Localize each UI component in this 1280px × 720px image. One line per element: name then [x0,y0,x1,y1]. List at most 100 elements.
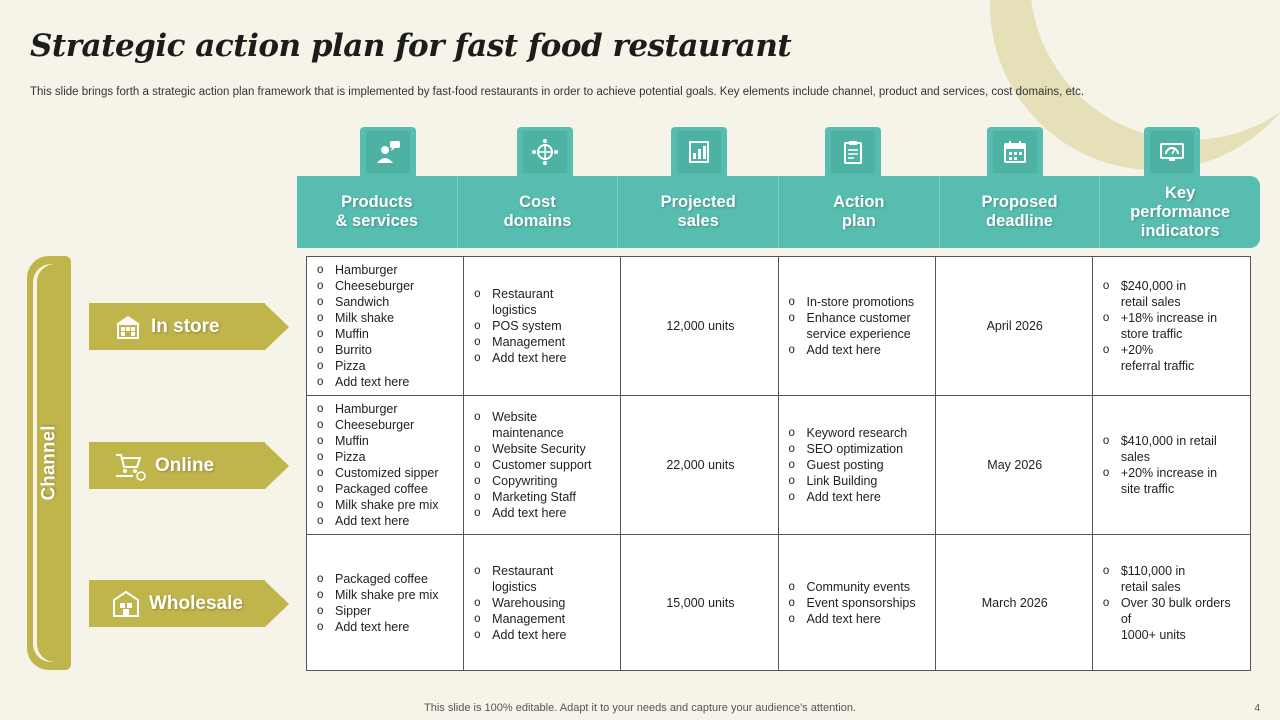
list-item: Customer support [474,457,612,473]
list-item: POS system [474,318,612,334]
column-header-deadline: Proposed deadline [940,176,1101,248]
list-item: Add text here [789,489,927,505]
list-item: Over 30 bulk orders of 1000+ units [1103,595,1242,643]
deadline-value: April 2026 [986,319,1043,333]
bullet-list: Packaged coffeeMilk shake pre mixSipperA… [317,571,455,635]
list-item: Link Building [789,473,927,489]
sales-tab [671,127,727,177]
list-item: Website Security [474,441,612,457]
bullet-list: Community eventsEvent sponsorshipsAdd te… [789,579,927,627]
sales-value: 12,000 units [666,319,735,333]
page-title: Strategic action plan for fast food rest… [30,28,792,64]
projected-sales-cell: 12,000 units [621,257,779,396]
bullet-list: HamburgerCheeseburgerMuffinPizzaCustomiz… [317,401,455,529]
list-item: Sipper [317,603,455,619]
cost-domains-cell: Restaurant logisticsWarehousingManagemen… [464,535,622,670]
list-item: Muffin [317,433,455,449]
row-label-in-store: In store [89,303,289,350]
cost-domains-cell: Restaurant logisticsPOS systemManagement… [464,257,622,396]
deadline-value: May 2026 [987,458,1043,472]
bullet-list: Website maintenanceWebsite SecurityCusto… [474,409,612,521]
calendar-icon [1004,141,1026,163]
sales-value: 22,000 units [666,458,735,472]
list-item: Sandwich [317,294,455,310]
channel-label: Channel [38,425,60,501]
bullet-list: Restaurant logisticsPOS systemManagement… [474,286,612,366]
list-item: $410,000 in retail sales [1103,433,1242,465]
list-item: Website maintenance [474,409,612,441]
deadline-cell: March 2026 [936,535,1093,670]
list-item: Pizza [317,358,455,374]
column-header-products: Products & services [297,176,458,248]
list-item: Management [474,334,612,350]
sales-value: 15,000 units [666,595,735,610]
column-header-label: Proposed deadline [981,193,1058,230]
cost-tab [517,127,573,177]
list-item: Management [474,611,612,627]
kpi-cell: $240,000 in retail sales+18% increase in… [1092,257,1250,396]
list-item: Add text here [474,627,612,643]
list-item: In-store promotions [789,294,927,310]
list-item: Restaurant logistics [474,563,612,595]
list-item: Copywriting [474,473,612,489]
list-item: $110,000 in retail sales [1103,563,1242,595]
projected-sales-cell: 15,000 units [621,535,779,670]
column-header-band: Products & services Cost domains Project… [297,176,1260,248]
dashboard-monitor-icon [1160,143,1184,161]
column-header-sales: Projected sales [618,176,780,248]
list-item: Milk shake [317,310,455,326]
list-item: Cheeseburger [317,417,455,433]
action-plan-cell: Keyword researchSEO optimizationGuest po… [778,396,936,535]
list-item: Event sponsorships [789,595,927,611]
warehouse-icon [113,590,139,617]
products-cell: HamburgerCheeseburgerMuffinPizzaCustomiz… [307,396,465,535]
person-chat-icon [377,141,400,163]
list-item: Add text here [474,350,612,366]
channel-bar: Channel [27,256,71,670]
kpi-cell: $410,000 in retail sales+20% increase in… [1092,396,1250,535]
deadline-tab [987,127,1043,177]
list-item: Cheeseburger [317,278,455,294]
action-plan-table: HamburgerCheeseburgerSandwichMilk shakeM… [306,256,1251,671]
products-tab [360,127,416,177]
kpi-cell: $110,000 in retail salesOver 30 bulk ord… [1093,535,1250,670]
column-header-label: Action plan [833,193,885,230]
row-label-text: Wholesale [149,592,243,614]
list-item: Guest posting [789,457,927,473]
page-subtitle: This slide brings forth a strategic acti… [30,86,1085,98]
row-label-text: In store [151,315,220,337]
list-item: +20% increase in site traffic [1103,465,1242,497]
list-item: Community events [789,579,927,595]
bullet-list: $110,000 in retail salesOver 30 bulk ord… [1103,563,1242,643]
list-item: +18% increase in store traffic [1103,310,1242,342]
list-item: Add text here [789,342,927,358]
list-item: Burrito [317,342,455,358]
list-item: $240,000 in retail sales [1103,278,1242,310]
action-plan-cell: In-store promotionsEnhance customer serv… [778,257,936,396]
bullet-list: In-store promotionsEnhance customer serv… [789,294,927,358]
list-item: Customized sipper [317,465,455,481]
list-item: Restaurant logistics [474,286,612,318]
column-header-label: Products & services [335,193,419,230]
bullet-list: $410,000 in retail sales+20% increase in… [1103,433,1242,497]
column-header-label: Projected sales [660,193,736,230]
bullet-list: Restaurant logisticsWarehousingManagemen… [474,563,612,643]
list-item: Add text here [789,611,927,627]
list-item: Pizza [317,449,455,465]
list-item: Warehousing [474,595,612,611]
list-item: Add text here [317,619,455,635]
deadline-value: March 2026 [981,595,1048,610]
kpi-tab [1144,127,1200,177]
projected-sales-cell: 22,000 units [621,396,779,535]
products-cell: Packaged coffeeMilk shake pre mixSipperA… [307,535,465,670]
sales-chart-icon [689,141,709,163]
products-cell: HamburgerCheeseburgerSandwichMilk shakeM… [307,257,465,396]
list-item: Hamburger [317,262,455,278]
page-number: 4 [1254,703,1260,714]
list-item: Add text here [474,505,612,521]
bullet-list: HamburgerCheeseburgerSandwichMilk shakeM… [317,262,455,390]
list-item: Milk shake pre mix [317,497,455,513]
list-item: Keyword research [789,425,927,441]
list-item: Enhance customer service experience [789,310,927,342]
list-item: Muffin [317,326,455,342]
